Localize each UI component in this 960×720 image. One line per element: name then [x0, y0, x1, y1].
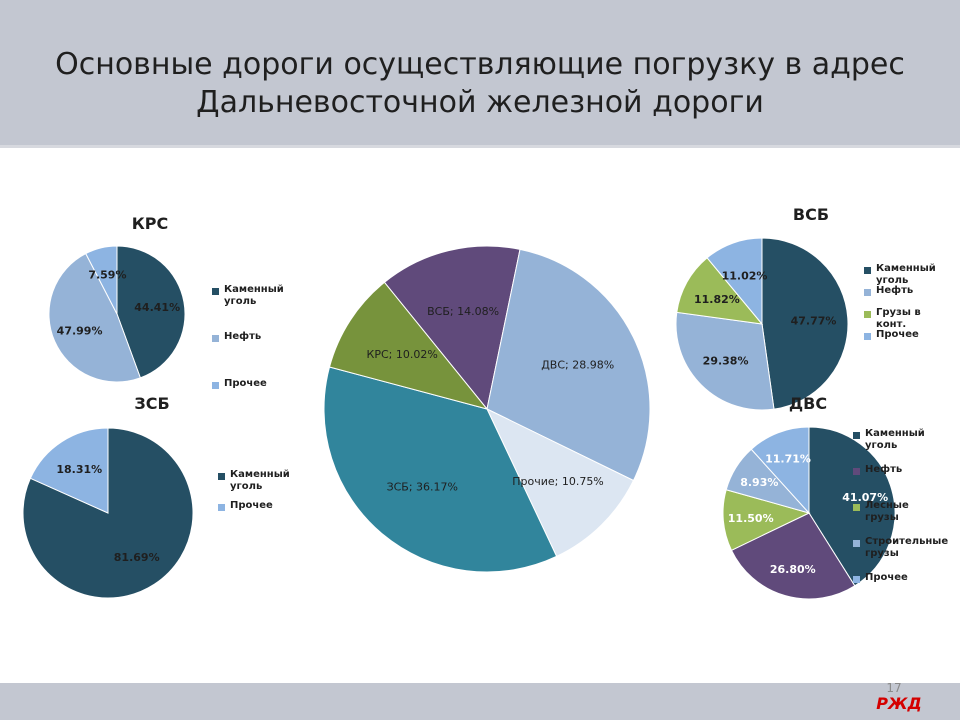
vsb-legend-label-каменный-уголь: Каменный уголь: [876, 263, 936, 286]
vsb-slice-каменный-уголь: [761, 237, 849, 410]
vsb-slice-прочее: [706, 237, 763, 326]
krs-chart-title: КРС: [132, 214, 169, 233]
main-slice-всб: [383, 245, 521, 411]
dvs-slice-прочее: [750, 426, 810, 515]
vsb-slice-грузы-в-конт: [676, 257, 764, 325]
dvs-legend-label-нефть: Нефть: [865, 463, 902, 475]
vsb-legend-swatch-грузы-в-конт: [864, 311, 871, 318]
main-slice-крс: [328, 281, 489, 410]
dvs-chart-title: ДВС: [789, 394, 827, 413]
slide-title-line-2: Дальневосточной железной дороги: [196, 85, 764, 120]
dvs-slice-каменный-уголь: [808, 426, 896, 587]
main-slice-прочие: [485, 407, 635, 558]
vsb-data-label-прочее: 11.02%: [722, 270, 768, 283]
dvs-data-label-каменный-уголь: 41.07%: [842, 491, 888, 504]
title-bar-divider: [0, 145, 960, 148]
krs-slice-нефть: [48, 252, 142, 383]
footer-bar: [0, 683, 960, 720]
krs-data-label-нефть: 47.99%: [57, 324, 103, 337]
dvs-legend-label-строительные-грузы: Строительные грузы: [865, 536, 948, 559]
dvs-legend-swatch-нефть: [853, 468, 860, 475]
zsb-legend-label-прочее: Прочее: [230, 500, 273, 511]
vsb-legend-swatch-каменный-уголь: [864, 267, 871, 274]
vsb-slice-нефть: [675, 311, 775, 411]
main-data-label-зсб: ЗСБ; 36.17%: [387, 481, 458, 494]
main-data-label-крс: КРС; 10.02%: [367, 348, 438, 361]
vsb-legend-label-грузы-в-конт: Грузы в конт.: [876, 307, 921, 330]
dvs-legend-swatch-строительные-грузы: [853, 540, 860, 547]
main-data-label-прочие: Прочие; 10.75%: [512, 475, 604, 488]
krs-legend-swatch-каменный-уголь: [212, 288, 219, 295]
vsb-data-label-грузы-в-конт: 11.82%: [694, 293, 740, 306]
vsb-legend-swatch-нефть: [864, 289, 871, 296]
vsb-data-label-каменный-уголь: 47.77%: [791, 314, 837, 327]
krs-legend-swatch-прочее: [212, 382, 219, 389]
dvs-slice-лесные-грузы: [722, 489, 811, 551]
rzd-logo: РЖД: [876, 694, 922, 713]
dvs-legend-label-каменный-уголь: Каменный уголь: [865, 428, 925, 451]
main-data-label-двс: ДВС; 28.98%: [541, 359, 614, 372]
zsb-legend-swatch-каменный-уголь: [218, 473, 225, 480]
logo-lettering: РЖД: [876, 694, 922, 713]
krs-legend-label-прочее: Прочее: [224, 378, 267, 389]
dvs-data-label-прочее: 11.71%: [765, 452, 811, 465]
krs-legend-swatch-нефть: [212, 335, 219, 342]
main-slice-двс: [486, 248, 651, 482]
krs-data-label-каменный-уголь: 44.41%: [134, 301, 180, 314]
slide-title: Основные дороги осуществляющие погрузку …: [20, 46, 940, 122]
zsb-data-label-каменный-уголь: 81.69%: [114, 551, 160, 564]
dvs-data-label-лесные-грузы: 11.50%: [728, 512, 774, 525]
main-slice-зсб: [323, 366, 558, 573]
zsb-legend-label-каменный-уголь: Каменный уголь: [230, 469, 290, 492]
dvs-data-label-строительные-грузы: 8.93%: [740, 476, 778, 489]
dvs-legend-swatch-лесные-грузы: [853, 504, 860, 511]
vsb-legend-label-нефть: Нефть: [876, 284, 913, 296]
dvs-slice-нефть: [730, 512, 856, 600]
krs-legend-label-нефть: Нефть: [224, 330, 261, 342]
krs-data-label-прочее: 7.59%: [88, 268, 126, 281]
main-data-label-всб: ВСБ; 14.08%: [427, 305, 499, 318]
krs-slice-прочее: [85, 245, 118, 315]
zsb-data-label-прочее: 18.31%: [56, 463, 102, 476]
dvs-data-label-нефть: 26.80%: [770, 563, 816, 576]
vsb-data-label-нефть: 29.38%: [703, 355, 749, 368]
title-bar: [0, 0, 960, 145]
dvs-legend-swatch-прочее: [853, 576, 860, 583]
vsb-legend-label-прочее: Прочее: [876, 329, 919, 340]
slide-title-line-1: Основные дороги осуществляющие погрузку …: [55, 47, 905, 82]
krs-slice-каменный-уголь: [116, 245, 186, 379]
vsb-legend-swatch-прочее: [864, 333, 871, 340]
vsb-chart-title: ВСБ: [793, 205, 829, 224]
dvs-legend-label-прочее: Прочее: [865, 572, 908, 583]
zsb-legend-swatch-прочее: [218, 504, 225, 511]
page-number: 17: [886, 681, 902, 695]
krs-legend-label-каменный-уголь: Каменный уголь: [224, 284, 284, 307]
zsb-slice-прочее: [29, 427, 109, 514]
dvs-legend-label-лесные-грузы: Лесные грузы: [865, 500, 909, 523]
zsb-chart-title: ЗСБ: [134, 394, 169, 413]
dvs-legend-swatch-каменный-уголь: [853, 432, 860, 439]
